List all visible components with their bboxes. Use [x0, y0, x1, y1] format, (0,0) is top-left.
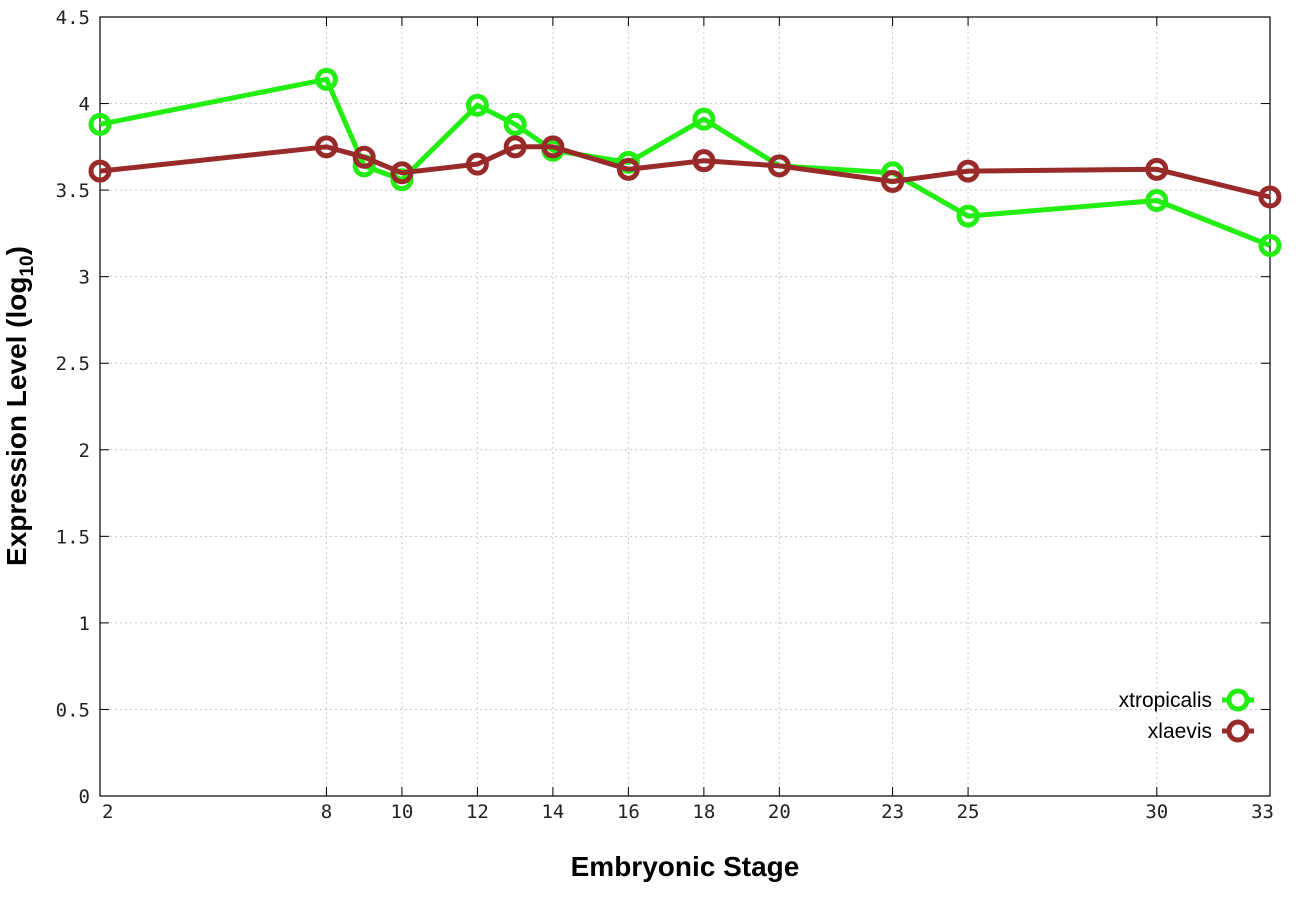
- y-tick-label: 2: [79, 440, 90, 462]
- y-tick-label: 2.5: [56, 353, 90, 375]
- data-point-xlaevis: [541, 135, 565, 159]
- data-point-xlaevis: [1258, 185, 1282, 209]
- y-tick-label: 4: [79, 94, 90, 116]
- data-point-xtropicalis: [1145, 188, 1169, 212]
- data-point-xtropicalis: [88, 112, 112, 136]
- x-tick-label: 16: [617, 801, 640, 823]
- x-axis-title: Embryonic Stage: [571, 851, 800, 882]
- y-tick-label: 3.5: [56, 180, 90, 202]
- y-tick-labels: 0 0.5 1 1.5 2 2.5 3 3.5 4 4.5: [56, 7, 90, 808]
- data-point-xlaevis: [88, 159, 112, 183]
- data-point-xlaevis: [1145, 157, 1169, 181]
- x-tick-label: 25: [957, 801, 980, 823]
- x-tick-label: 2: [102, 801, 113, 823]
- legend-marker-xlaevis: [1226, 719, 1250, 743]
- axis-ticks: [99, 16, 1271, 797]
- series-layer: [88, 67, 1282, 258]
- y-tick-label: 3: [79, 267, 90, 289]
- data-point-xlaevis: [616, 157, 640, 181]
- data-point-xlaevis: [390, 161, 414, 185]
- data-point-xtropicalis: [314, 67, 338, 91]
- x-tick-label: 18: [692, 801, 715, 823]
- data-point-xtropicalis: [1258, 234, 1282, 258]
- y-tick-label: 1: [79, 613, 90, 635]
- y-tick-label: 1.5: [56, 526, 90, 548]
- x-tick-labels: 2 8 10 12 14 16 18 20 23 25 30 33: [102, 801, 1274, 823]
- data-point-xlaevis: [465, 152, 489, 176]
- y-axis-title: Expression Level (log10): [1, 246, 38, 566]
- series-xlaevis: [88, 135, 1282, 209]
- y-axis-title-subscript: 10: [17, 255, 38, 276]
- y-axis-title-main: Expression Level (log: [1, 277, 32, 566]
- x-tick-label: 8: [321, 801, 332, 823]
- gridlines: [100, 17, 1270, 796]
- legend-marker-xtropicalis: [1226, 688, 1250, 712]
- x-tick-label: 10: [390, 801, 413, 823]
- data-point-xlaevis: [956, 159, 980, 183]
- data-point-xtropicalis: [465, 93, 489, 117]
- data-point-xtropicalis: [692, 107, 716, 131]
- legend-label-xlaevis: xlaevis: [1148, 720, 1212, 743]
- plot-frame: [99, 16, 1271, 797]
- data-point-xlaevis: [503, 135, 527, 159]
- data-point-xlaevis: [767, 154, 791, 178]
- x-tick-label: 23: [881, 801, 904, 823]
- y-tick-label: 0.5: [56, 699, 90, 721]
- y-axis-title-close: ): [1, 246, 32, 255]
- data-point-xlaevis: [692, 149, 716, 173]
- data-point-xlaevis: [352, 145, 376, 169]
- data-point-xlaevis: [314, 135, 338, 159]
- y-tick-label: 4.5: [56, 7, 90, 29]
- x-tick-label: 33: [1251, 801, 1274, 823]
- x-tick-label: 14: [541, 801, 564, 823]
- data-point-xtropicalis: [503, 112, 527, 136]
- data-point-xlaevis: [881, 169, 905, 193]
- y-tick-label: 0: [79, 786, 90, 808]
- series-line-xlaevis: [99, 144, 1271, 200]
- data-point-xtropicalis: [956, 204, 980, 228]
- legend-label-xtropicalis: xtropicalis: [1119, 689, 1212, 712]
- x-tick-label: 30: [1145, 801, 1168, 823]
- legend: xtropicalis xlaevis: [1119, 688, 1254, 743]
- x-tick-label: 20: [768, 801, 791, 823]
- x-tick-label: 12: [466, 801, 489, 823]
